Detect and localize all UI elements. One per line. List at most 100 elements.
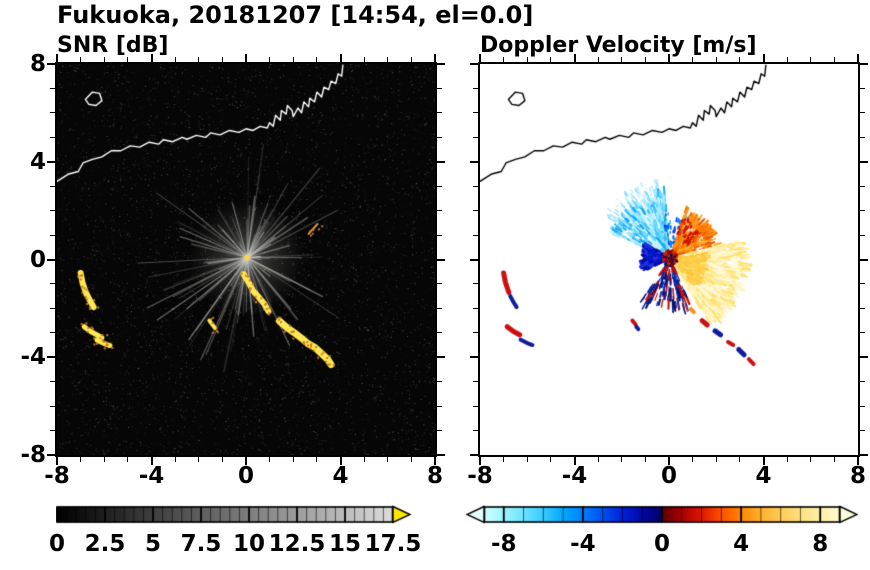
- axis-tick: [437, 430, 442, 432]
- axis-tick: [339, 457, 342, 465]
- axis-tick: [437, 258, 445, 261]
- axis-tick: [860, 234, 865, 236]
- x-tick-label: 0: [237, 463, 255, 489]
- snr-panel-title: SNR [dB]: [57, 33, 169, 58]
- axis-tick: [437, 332, 442, 334]
- axis-tick: [56, 457, 58, 465]
- axis-tick: [860, 185, 865, 187]
- axis-tick: [103, 57, 105, 62]
- axis-tick: [860, 332, 865, 334]
- axis-tick: [786, 457, 788, 462]
- axis-tick: [221, 457, 223, 462]
- colorbar-tick-label: 7.5: [180, 531, 222, 557]
- axis-tick: [860, 283, 865, 285]
- axis-tick: [103, 457, 105, 462]
- axis-tick: [127, 57, 129, 62]
- axis-tick: [437, 307, 442, 309]
- colorbar-tick-label: 2.5: [84, 531, 126, 557]
- y-tick-label: -8: [20, 442, 46, 468]
- axis-tick: [597, 457, 599, 462]
- axis-tick: [833, 457, 835, 462]
- axis-tick: [857, 457, 859, 465]
- axis-tick: [860, 210, 865, 212]
- axis-tick: [739, 457, 741, 462]
- axis-tick: [860, 381, 865, 383]
- axis-tick: [470, 454, 478, 456]
- axis-tick: [860, 136, 865, 138]
- axis-tick: [860, 63, 868, 65]
- figure-title: Fukuoka, 20181207 [14:54, el=0.0]: [57, 1, 534, 29]
- snr-colorbar: [56, 505, 412, 525]
- axis-tick: [387, 457, 389, 462]
- axis-tick: [762, 457, 765, 465]
- axis-tick: [47, 160, 55, 163]
- velocity-plot: [470, 54, 868, 465]
- snr-plot: [47, 54, 445, 465]
- axis-tick: [621, 457, 623, 462]
- axis-tick: [437, 454, 445, 456]
- axis-tick: [860, 405, 865, 407]
- axis-tick: [50, 307, 55, 309]
- snr-x-axis-labels: -8 -4 0 4 8: [0, 463, 870, 493]
- axis-tick: [479, 457, 481, 465]
- axis-tick: [473, 210, 478, 212]
- axis-tick: [339, 54, 342, 62]
- axis-tick: [473, 381, 478, 383]
- y-tick-label: 0: [29, 246, 46, 273]
- colorbar-tick-label: 8: [812, 531, 829, 557]
- axis-tick: [473, 307, 478, 309]
- axis-tick: [50, 405, 55, 407]
- axis-tick: [810, 57, 812, 62]
- axis-tick: [434, 54, 436, 62]
- axis-tick: [473, 234, 478, 236]
- axis-tick: [644, 457, 646, 462]
- axis-tick: [668, 54, 670, 62]
- axis-tick: [437, 63, 445, 65]
- axis-tick: [437, 136, 442, 138]
- axis-tick: [473, 405, 478, 407]
- axis-tick: [597, 57, 599, 62]
- axis-tick: [437, 234, 442, 236]
- axis-tick: [410, 57, 412, 62]
- axis-tick: [479, 54, 481, 62]
- colorbar-tick-label: -4: [570, 531, 596, 557]
- colorbar-tick-label: 0: [48, 531, 66, 557]
- axis-tick: [573, 54, 576, 62]
- axis-tick: [860, 307, 865, 309]
- axis-tick: [292, 457, 294, 462]
- axis-tick: [437, 185, 442, 187]
- axis-tick: [473, 283, 478, 285]
- axis-tick: [810, 457, 812, 462]
- axis-tick: [860, 356, 868, 359]
- axis-tick: [174, 457, 176, 462]
- axis-tick: [174, 57, 176, 62]
- y-tick-label: 8: [29, 51, 46, 77]
- axis-tick: [245, 54, 247, 62]
- axis-tick: [644, 57, 646, 62]
- axis-tick: [437, 356, 445, 359]
- colorbar-tick-label: 4: [733, 531, 750, 557]
- axis-tick: [410, 457, 412, 462]
- axis-tick: [437, 283, 442, 285]
- axis-tick: [668, 457, 670, 465]
- x-tick-label: -4: [561, 463, 588, 489]
- axis-tick: [621, 57, 623, 62]
- axis-tick: [786, 57, 788, 62]
- axis-tick: [198, 57, 200, 62]
- axis-tick: [692, 57, 694, 62]
- colorbar-tick-label: 15: [328, 531, 362, 557]
- axis-tick: [437, 381, 442, 383]
- axis-tick: [437, 210, 442, 212]
- y-tick-label: -4: [20, 344, 46, 371]
- axis-tick: [860, 112, 865, 114]
- x-tick-label: 4: [332, 463, 349, 489]
- velocity-x-axis-labels: -8 -4 0 4 8: [0, 463, 870, 493]
- axis-tick: [857, 54, 859, 62]
- axis-tick: [316, 457, 318, 462]
- axis-tick: [437, 112, 442, 114]
- axis-tick: [762, 54, 765, 62]
- axis-tick: [860, 87, 865, 89]
- axis-tick: [127, 457, 129, 462]
- axis-tick: [221, 57, 223, 62]
